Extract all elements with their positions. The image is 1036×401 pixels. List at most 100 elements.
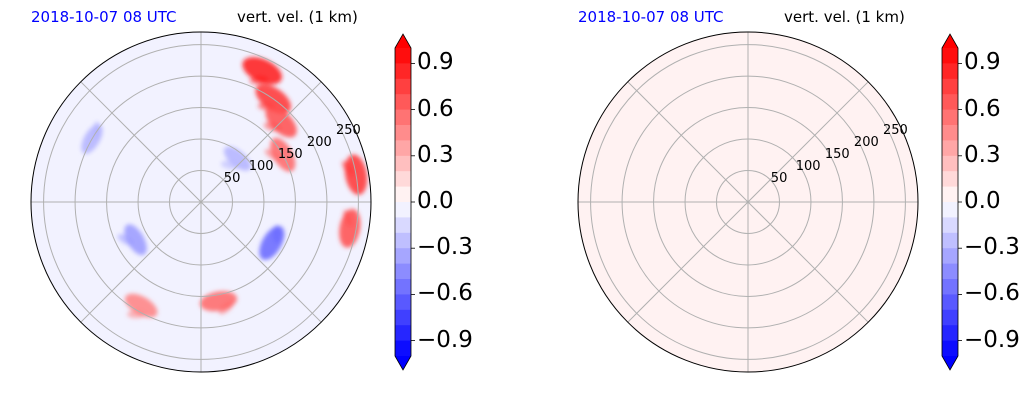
panel-1-colorbar-extend-max — [395, 34, 411, 48]
panel-2-date-title: 2018-10-07 08 UTC — [578, 8, 724, 26]
panel-2-radial-tick-label: 150 — [825, 147, 850, 162]
panel-1-colorbar-bin — [395, 217, 411, 234]
panel-2-colorbar-bin — [942, 340, 958, 357]
panel-2-colorbar-bin — [942, 125, 958, 141]
panel-2-colorbar-tick-label: 0.6 — [964, 95, 1001, 122]
panel-1-colorbar-tick-label: −0.3 — [417, 234, 473, 261]
panel-1-polar-plot: 50 100 150 200 250 — [30, 31, 372, 373]
panel-2-radial-tick-label: 100 — [796, 159, 821, 174]
panel-1-colorbar-tick-label: 0.3 — [417, 141, 454, 168]
panel-1-feature-7-tail — [218, 301, 234, 315]
panel-1-variable-title: vert. vel. (1 km) — [237, 8, 358, 26]
panel-1-colorbar-bin — [395, 186, 411, 203]
panel-1-colorbar-bin — [395, 248, 411, 265]
panel-2-azimuth-line — [747, 201, 869, 323]
panel-2-colorbar-bin — [942, 63, 958, 80]
panel-1-colorbar-bin — [395, 325, 411, 342]
panel-1-colorbar-tick-label: 0.6 — [417, 95, 454, 122]
panel-2-colorbar-tick-label: −0.3 — [964, 234, 1020, 261]
panel-2-colorbar-bin — [942, 202, 958, 218]
panel-1-feature-5-tail — [343, 209, 353, 227]
panel-1-colorbar-bin — [395, 232, 411, 249]
panel-2-colorbar-bin — [942, 155, 958, 172]
panel-1-colorbar-bin — [395, 263, 411, 280]
panel-2-colorbar-bin — [942, 171, 958, 188]
panel-1-feature-3-tail — [264, 149, 281, 161]
panel-2-colorbar-bin — [942, 294, 958, 311]
panel-2-colorbar-bin — [942, 217, 958, 234]
panel-1-azimuth-line — [80, 81, 202, 203]
panel-1-azimuth-line — [200, 201, 322, 323]
panel-2-colorbar-bin — [942, 279, 958, 295]
panel-1-feature-0-tail — [249, 76, 268, 85]
panel-1-colorbar-bin — [395, 63, 411, 80]
panel-1-feature-6-tail — [272, 225, 281, 244]
panel-1-outer-boundary — [30, 31, 372, 373]
panel-2-colorbar-tick-label: −0.9 — [964, 326, 1020, 353]
panel-2-azimuth-line — [627, 201, 749, 323]
panel-2-colorbar-bin — [942, 186, 958, 203]
panel-1-colorbar-bin — [395, 125, 411, 141]
panel-1-colorbar-tick-label: 0.0 — [417, 188, 454, 214]
panel-2-radial-tick-label: 50 — [771, 171, 788, 186]
panel-2-colorbar-tick-label: −0.6 — [964, 280, 1020, 307]
panel-1-feature-9-tail — [117, 234, 134, 246]
panel-1-feature-8 — [124, 293, 158, 318]
panel-1-colorbar-bin — [395, 48, 411, 64]
panel-1-feature-11 — [223, 146, 251, 171]
panel-2-colorbar-tick-label: 0.9 — [964, 49, 1001, 76]
panel-1-feature-11-tail — [220, 160, 239, 170]
panel-2-colorbar-bin — [942, 94, 958, 111]
panel-1-colorbar-bin — [395, 202, 411, 218]
panel-1-colorbar-bin — [395, 340, 411, 357]
panel-1-feature-4-tail — [341, 160, 355, 176]
panel-1-radial-tick-label: 150 — [278, 147, 303, 162]
panel-1-colorbar-tick-label: 0.9 — [417, 49, 454, 76]
panel-2-colorbar-extend-min — [942, 356, 958, 370]
panel-1-colorbar-bin — [395, 279, 411, 295]
panel-2-colorbar-tick-label: 0.3 — [964, 141, 1001, 168]
panel-2-colorbar-bin — [942, 48, 958, 64]
panel-2-colorbar — [941, 33, 962, 371]
panel-1-colorbar-bin — [395, 155, 411, 172]
panel-2-colorbar-bin — [942, 263, 958, 280]
panel-2-colorbar-bin — [942, 248, 958, 265]
panel-1-radial-tick-label: 100 — [249, 159, 274, 174]
panel-1-colorbar-bin — [395, 309, 411, 326]
panel-1-colorbar-bin — [395, 78, 411, 95]
panel-2-colorbar-outline — [941, 33, 959, 371]
panel-1-azimuth-line — [200, 81, 322, 203]
panel-2-polar-plot: 50 100 150 200 250 — [577, 31, 919, 373]
panel-1-colorbar-bin — [395, 171, 411, 188]
panel-1-radial-tick-label: 250 — [336, 123, 361, 138]
panel-1-colorbar-bin — [395, 94, 411, 111]
panel-2-colorbar-extend-max — [942, 34, 958, 48]
panel-2-radial-tick-label: 200 — [854, 135, 879, 150]
panel-2-colorbar-bin — [942, 232, 958, 249]
panel-1-colorbar-tick-label: −0.6 — [417, 280, 473, 307]
panel-2-azimuth-line — [747, 81, 869, 203]
panel-1-colorbar-bin — [395, 140, 411, 157]
panel-1-colorbar-bin — [395, 294, 411, 311]
panel-1-radial-tick-label: 200 — [307, 135, 332, 150]
panel-1-colorbar-tick-label: −0.9 — [417, 326, 473, 353]
panel-2-colorbar-tick-label: 0.0 — [964, 188, 1001, 214]
panel-2-colorbar-bin — [942, 78, 958, 95]
panel-1-colorbar — [394, 33, 415, 371]
panel-1-azimuth-line — [80, 201, 202, 323]
panel-2-radial-tick-label: 250 — [883, 123, 908, 138]
panel-2-colorbar-bin — [942, 325, 958, 342]
panel-1-feature-8-tail — [127, 310, 146, 319]
panel-2-outer-boundary — [577, 31, 919, 373]
panel-1-radial-tick-label: 50 — [224, 171, 241, 186]
panel-2-colorbar-bin — [942, 309, 958, 326]
panel-1-colorbar-extend-min — [395, 356, 411, 370]
panel-2-colorbar-bin — [942, 109, 958, 126]
panel-2-colorbar-bin — [942, 140, 958, 157]
panel-1-colorbar-bin — [395, 109, 411, 126]
panel-1-date-title: 2018-10-07 08 UTC — [31, 8, 177, 26]
panel-2-azimuth-line — [627, 81, 749, 203]
panel-1-feature-9 — [124, 224, 147, 256]
panel-2-variable-title: vert. vel. (1 km) — [784, 8, 905, 26]
